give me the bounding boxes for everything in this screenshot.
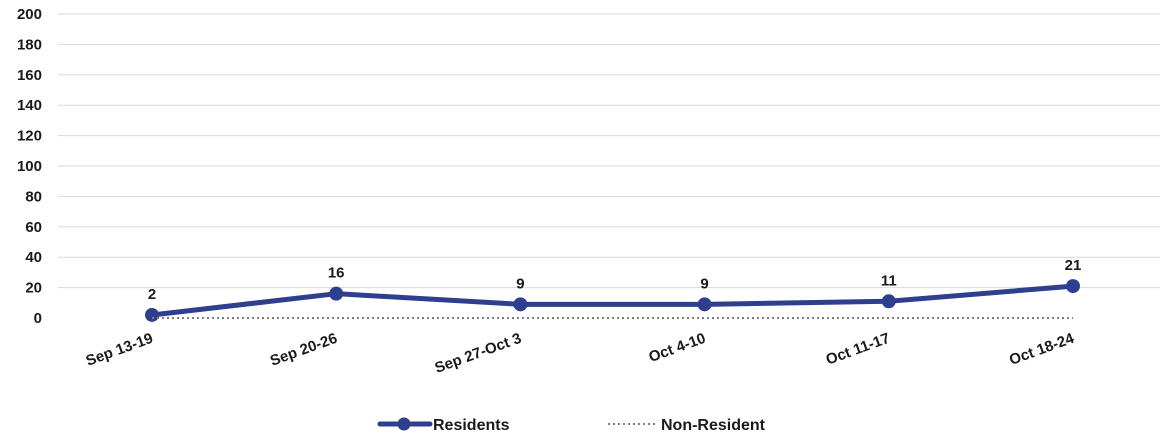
x-tick-label: Sep 20-26 <box>268 330 340 370</box>
data-label-residents: 16 <box>328 265 345 282</box>
legend-label-non-resident: Non-Resident <box>661 417 766 434</box>
y-tick-label: 200 <box>17 6 42 23</box>
series-lines <box>145 279 1080 322</box>
x-tick-label: Sep 13-19 <box>84 330 156 370</box>
data-labels: 2 16 9 9 11 21 <box>148 257 1082 303</box>
series-line-residents <box>149 283 1076 318</box>
data-point-residents[interactable] <box>881 294 896 309</box>
y-axis-tick-labels: 0 20 40 60 80 100 120 140 160 180 200 <box>17 6 42 327</box>
legend-item-residents[interactable]: Residents <box>377 417 510 434</box>
x-tick-label: Oct 11-17 <box>824 330 893 369</box>
y-tick-label: 140 <box>17 97 42 114</box>
data-point-residents[interactable] <box>1066 279 1080 294</box>
data-label-residents: 11 <box>881 272 897 289</box>
gridlines <box>58 13 1160 289</box>
y-tick-label: 40 <box>25 249 42 266</box>
data-point-residents[interactable] <box>697 297 712 312</box>
data-point-residents[interactable] <box>329 286 344 301</box>
x-tick-label: Oct 18-24 <box>1007 330 1077 369</box>
legend-item-non-resident[interactable]: Non-Resident <box>608 417 766 434</box>
y-tick-label: 20 <box>25 280 42 297</box>
data-label-residents: 21 <box>1065 257 1082 274</box>
y-tick-label: 160 <box>17 67 42 84</box>
legend: Residents Non-Resident <box>377 417 766 434</box>
data-label-residents: 9 <box>516 275 524 292</box>
y-tick-label: 60 <box>25 219 42 236</box>
y-tick-label: 80 <box>25 188 42 205</box>
data-point-residents[interactable] <box>145 307 159 322</box>
y-tick-label: 120 <box>17 128 42 145</box>
legend-marker-residents <box>397 417 411 431</box>
data-label-residents: 2 <box>148 286 156 303</box>
y-tick-label: 100 <box>17 158 42 175</box>
x-tick-label: Sep 27-Oct 3 <box>433 330 524 377</box>
data-point-residents[interactable] <box>513 297 528 312</box>
y-tick-label: 180 <box>17 36 42 53</box>
x-tick-label: Oct 4-10 <box>647 330 708 366</box>
x-axis-tick-labels: Sep 13-19 Sep 20-26 Sep 27-Oct 3 Oct 4-10 Oc… <box>84 330 1077 377</box>
y-tick-label: 0 <box>34 310 42 327</box>
legend-label-residents: Residents <box>433 417 510 434</box>
data-label-residents: 9 <box>700 275 708 292</box>
